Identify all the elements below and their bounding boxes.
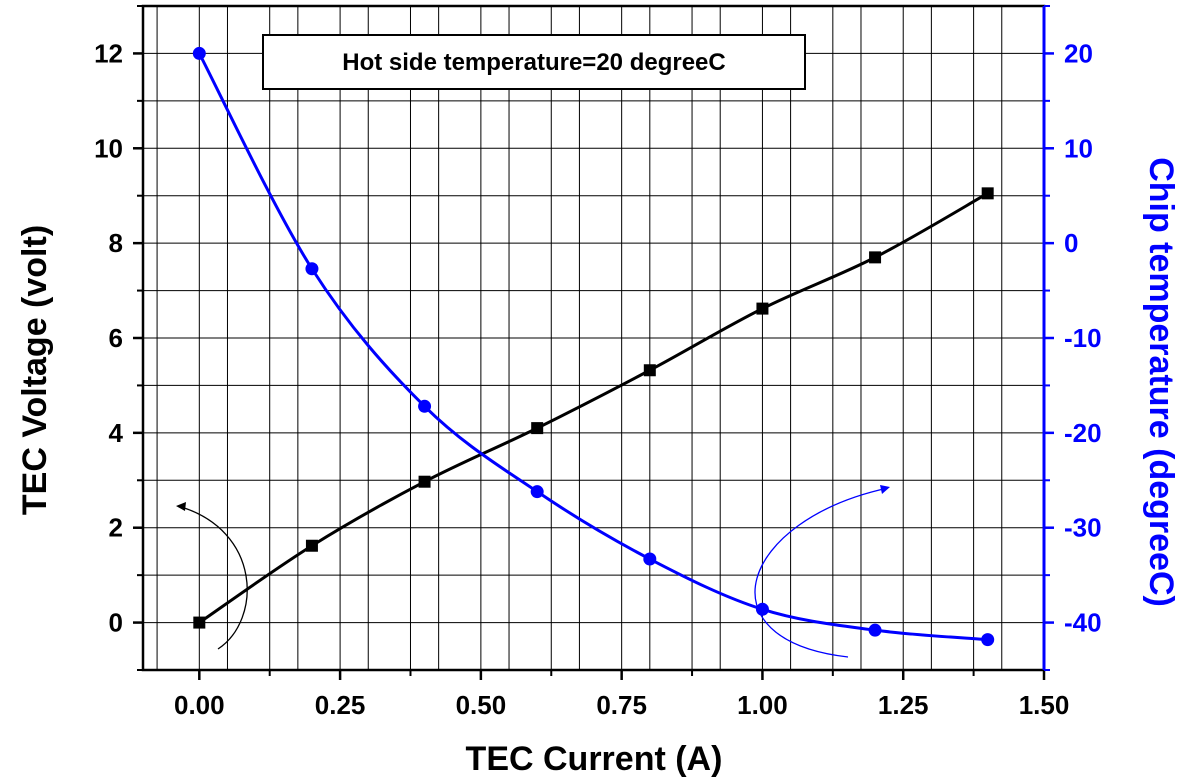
y-right-tick-label: -10	[1064, 323, 1102, 353]
x-tick-label: 1.00	[737, 690, 788, 720]
tec-voltage-point	[981, 187, 994, 200]
y-right-tick-label: 0	[1064, 228, 1078, 258]
y-left-tick-label: 2	[109, 513, 123, 543]
y-left-tick-label: 6	[109, 323, 123, 353]
y-left-tick-label: 4	[109, 418, 124, 448]
chip-temperature-point	[981, 633, 995, 647]
left-axis-arrowhead	[176, 502, 186, 511]
tec-voltage-point	[305, 539, 318, 552]
chip-temperature-point	[643, 552, 657, 566]
x-tick-label: 1.50	[1019, 690, 1070, 720]
right-axis-indicator-arrow	[754, 487, 889, 658]
tec-voltage-point	[869, 251, 882, 264]
y-axis-right-title: Chip temperature (degreeC)	[1142, 157, 1180, 607]
left-axis-indicator-arrow	[177, 505, 248, 650]
y-axis-right: -40 -30 -20 -10 0 10 20	[1044, 5, 1102, 671]
y-left-tick-label: 12	[94, 38, 123, 68]
tec-voltage-point	[531, 422, 544, 435]
y-right-tick-label: -20	[1064, 418, 1102, 448]
chip-temperature-point	[418, 399, 432, 413]
y-axis-left: 0 2 4 6 8 10 12	[94, 5, 143, 671]
y-right-tick-label: 20	[1064, 38, 1093, 68]
series-layer	[192, 46, 995, 647]
tec-voltage-point	[643, 364, 656, 377]
y-right-tick-label: 10	[1064, 133, 1093, 163]
y-left-tick-label: 0	[109, 608, 123, 638]
chip-temperature-point	[530, 485, 544, 499]
right-axis-arrowhead	[880, 485, 890, 494]
tec-voltage-point	[418, 475, 431, 488]
tec-voltage-point	[756, 302, 769, 315]
y-right-tick-label: -30	[1064, 513, 1102, 543]
x-tick-label: 0.75	[596, 690, 647, 720]
tec-voltage-line	[198, 192, 989, 624]
y-left-tick-label: 8	[109, 228, 123, 258]
chip-temperature-point	[868, 623, 882, 637]
tec-voltage-point	[193, 616, 206, 629]
annotation-box	[262, 34, 806, 90]
x-axis: 0.00 0.25 0.50 0.75 1.00 1.25 1.50	[174, 670, 1069, 720]
grid	[143, 6, 1044, 670]
y-left-tick-label: 10	[94, 133, 123, 163]
x-tick-label: 1.25	[878, 690, 929, 720]
x-tick-label: 0.50	[456, 690, 507, 720]
y-axis-left-title: TEC Voltage (volt)	[16, 225, 54, 515]
x-tick-label: 0.00	[174, 690, 225, 720]
chip-temperature-point	[192, 46, 206, 60]
x-tick-label: 0.25	[315, 690, 366, 720]
x-axis-title: TEC Current (A)	[466, 740, 723, 778]
chip-temperature-point	[305, 262, 319, 276]
annotation-text: Hot side temperature=20 degreeC	[342, 49, 725, 76]
y-right-tick-label: -40	[1064, 608, 1102, 638]
